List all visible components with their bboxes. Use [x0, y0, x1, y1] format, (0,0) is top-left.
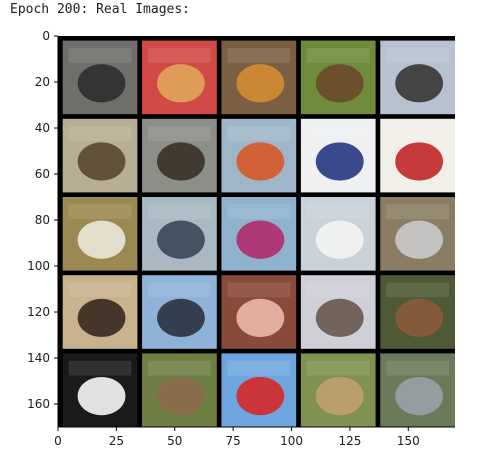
tile-subject [236, 220, 285, 259]
grid-tile-r4-c2 [142, 275, 217, 349]
tile-subject [395, 298, 444, 338]
grid-tile-r1-c2 [142, 40, 217, 115]
output-title: Epoch 200: Real Images: [10, 2, 191, 17]
grid-tile-r5-c4 [300, 353, 376, 427]
x-axis: 0 25 50 75 100 125 150 [54, 426, 455, 448]
tile-subject [236, 142, 285, 181]
grid-tile-r1-c1 [62, 40, 138, 115]
tile-highlight [306, 47, 370, 63]
tile-subject [77, 64, 126, 103]
tile-highlight [227, 282, 291, 298]
tile-highlight [148, 47, 211, 63]
tile-highlight [386, 126, 450, 141]
x-tick-label-150: 150 [397, 434, 420, 448]
tile-subject [395, 376, 444, 416]
grid-tile-r4-c3 [221, 275, 297, 349]
tile-highlight [227, 47, 291, 63]
grid-tile-r2-c2 [142, 118, 217, 193]
grid-tile-r4-c1 [62, 275, 138, 349]
tile-subject [395, 142, 444, 181]
x-tick-label-25: 25 [109, 434, 124, 448]
tile-subject [157, 220, 205, 259]
tile-highlight [386, 282, 450, 298]
tile-highlight [306, 126, 370, 141]
y-tick-label-0: 0 [42, 29, 50, 43]
tile-subject [315, 298, 364, 338]
tile-subject [77, 376, 126, 416]
tile-highlight [68, 282, 132, 298]
grid-tile-r2-c4 [300, 118, 376, 193]
tile-subject [236, 298, 285, 338]
y-tick-label-160: 160 [27, 397, 50, 411]
tile-subject [157, 376, 205, 416]
tile-subject [395, 220, 444, 259]
tile-highlight [386, 360, 450, 376]
x-tick-label-125: 125 [338, 434, 361, 448]
tile-highlight [386, 47, 450, 63]
tile-highlight [68, 47, 132, 63]
y-tick-label-80: 80 [35, 213, 50, 227]
grid-tile-r3-c5 [380, 197, 455, 271]
y-tick-label-40: 40 [35, 121, 50, 135]
x-tick-label-0: 0 [54, 434, 62, 448]
x-tick-label-75: 75 [226, 434, 241, 448]
y-axis: 0 20 40 60 80 100 120 140 160 [27, 29, 59, 427]
tile-subject [395, 64, 444, 103]
grid-tile-r3-c1 [62, 197, 138, 271]
y-tick-label-140: 140 [27, 351, 50, 365]
tile-subject [315, 64, 364, 103]
tile-highlight [148, 204, 211, 220]
tile-highlight [68, 204, 132, 220]
y-tick-label-60: 60 [35, 167, 50, 181]
grid-tile-r2-c5 [380, 118, 455, 193]
grid-tile-r5-c5 [380, 353, 455, 427]
tile-highlight [386, 204, 450, 220]
tiles-layer [62, 40, 455, 427]
tile-highlight [306, 282, 370, 298]
y-tick-label-120: 120 [27, 305, 50, 319]
tile-subject [157, 142, 205, 181]
tile-highlight [68, 126, 132, 141]
tile-highlight [306, 360, 370, 376]
tile-subject [236, 64, 285, 103]
y-tick-label-100: 100 [27, 259, 50, 273]
tile-subject [77, 142, 126, 181]
tile-highlight [148, 282, 211, 298]
tile-highlight [68, 360, 132, 376]
y-tick-label-20: 20 [35, 75, 50, 89]
x-tick-label-50: 50 [167, 434, 182, 448]
grid-tile-r3-c3 [221, 197, 297, 271]
tile-subject [77, 220, 126, 259]
tile-subject [77, 298, 126, 338]
grid-tile-r2-c3 [221, 118, 297, 193]
tile-highlight [148, 126, 211, 141]
tile-subject [157, 298, 205, 338]
grid-tile-r4-c4 [300, 275, 376, 349]
grid-tile-r1-c3 [221, 40, 297, 115]
grid-tile-r3-c4 [300, 197, 376, 271]
grid-tile-r1-c4 [300, 40, 376, 115]
grid-tile-r2-c1 [62, 118, 138, 193]
grid-tile-r5-c1 [62, 353, 138, 427]
tile-subject [236, 376, 285, 416]
tile-subject [315, 376, 364, 416]
grid-tile-r1-c5 [380, 40, 455, 115]
tile-highlight [227, 360, 291, 376]
x-tick-label-100: 100 [280, 434, 303, 448]
grid-tile-r4-c5 [380, 275, 455, 349]
tile-subject [315, 142, 364, 181]
grid-tile-r5-c3 [221, 353, 297, 427]
grid-tile-r3-c2 [142, 197, 217, 271]
tile-subject [157, 64, 205, 103]
tile-highlight [306, 204, 370, 220]
tile-highlight [148, 360, 211, 376]
tile-highlight [227, 126, 291, 141]
tile-subject [315, 220, 364, 259]
grid-tile-r5-c2 [142, 353, 217, 427]
tile-highlight [227, 204, 291, 220]
